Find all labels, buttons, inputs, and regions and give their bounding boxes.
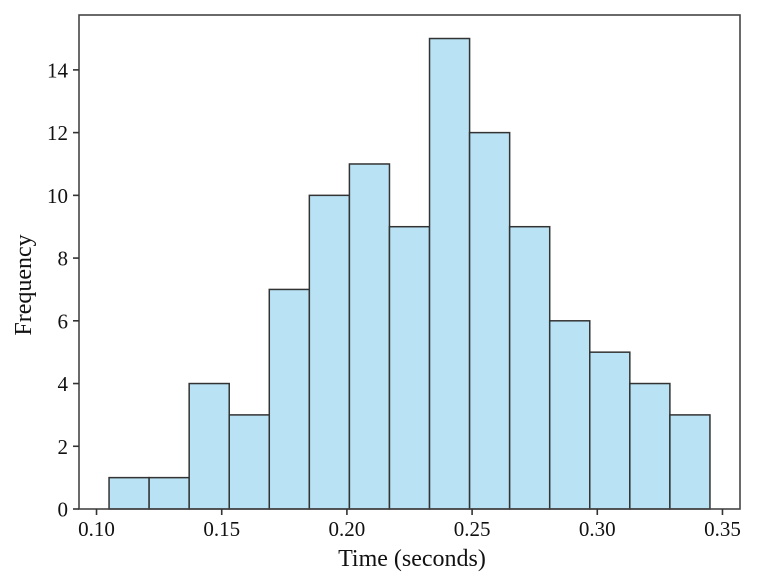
histogram-bar xyxy=(308,194,351,510)
histogram-bar xyxy=(388,225,431,510)
x-axis-title: Time (seconds) xyxy=(338,546,486,572)
histogram-bar xyxy=(428,37,471,510)
x-tick-label: 0.20 xyxy=(329,517,366,541)
x-tick-label: 0.15 xyxy=(203,517,240,541)
y-tick-label: 8 xyxy=(58,247,69,271)
histogram-bar xyxy=(228,414,271,510)
x-tick-label: 0.35 xyxy=(704,517,741,541)
histogram-bar xyxy=(468,131,511,510)
histogram-bar xyxy=(669,414,711,510)
histogram-bar xyxy=(548,320,591,510)
histogram-bar xyxy=(108,476,150,510)
plot-border xyxy=(78,14,741,510)
histogram-bar xyxy=(589,351,631,510)
y-axis-title: Frequency xyxy=(11,234,37,335)
histogram-bar xyxy=(508,225,551,510)
y-tick-label: 2 xyxy=(58,435,69,459)
y-tick-label: 0 xyxy=(58,498,69,522)
x-tick-label: 0.25 xyxy=(454,517,491,541)
x-tick-label: 0.10 xyxy=(78,517,115,541)
bars-layer xyxy=(108,37,711,510)
y-tick-label: 4 xyxy=(58,372,69,396)
histogram-bar xyxy=(188,382,230,510)
histogram-bar xyxy=(348,163,391,510)
axes-box xyxy=(78,14,741,510)
y-tick-label: 14 xyxy=(47,58,69,82)
ticks-layer: 0.10 0.15 0.20 0.25 0.30 0.35 0 2 4 6 8 10 12 14 xyxy=(47,58,741,541)
histogram-bar xyxy=(629,382,671,510)
histogram-bar xyxy=(268,288,311,510)
y-tick-label: 6 xyxy=(58,309,69,333)
x-tick-label: 0.30 xyxy=(579,517,616,541)
histogram-bar xyxy=(148,476,190,510)
y-tick-label: 12 xyxy=(47,121,68,145)
y-tick-label: 10 xyxy=(47,184,68,208)
